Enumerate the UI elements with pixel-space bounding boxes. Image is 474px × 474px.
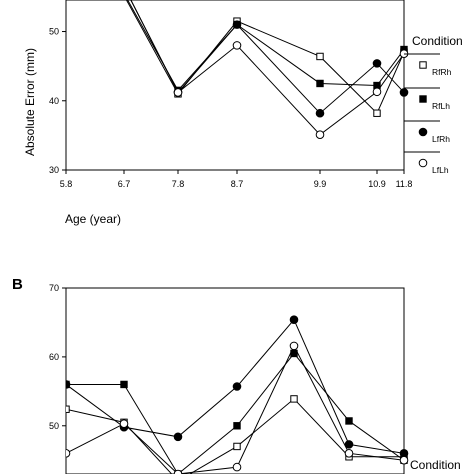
y-tick-label: 70 <box>49 283 59 293</box>
panel-a-x-axis-title: Age (year) <box>65 212 121 226</box>
series-line-RfRh <box>66 398 404 474</box>
data-point-LfLh <box>119 419 129 429</box>
panel-b-plot: 50 60 70 <box>49 283 409 474</box>
legend-label-LfLh: LfLh <box>432 165 449 175</box>
x-tick-label: 9.9 <box>314 179 327 189</box>
data-point-LfLh <box>232 462 242 472</box>
y-tick-label: 40 <box>49 96 59 106</box>
legend-label-LfRh: LfRh <box>432 134 450 144</box>
data-point-RfRh <box>233 442 241 451</box>
data-point-LfLh <box>344 449 354 458</box>
data-point-LfLh <box>315 130 325 139</box>
series-line-RfLh <box>66 352 405 474</box>
data-point-LfRh <box>344 440 354 449</box>
data-point-LfLh <box>372 87 382 97</box>
data-point-LfLh <box>66 449 71 458</box>
data-point-RfLh <box>316 79 324 88</box>
data-point-LfRh <box>315 108 325 118</box>
data-point-RfLh <box>345 417 353 425</box>
legend-marker-RfRh <box>419 61 427 69</box>
y-tick-label: 60 <box>49 352 59 362</box>
x-tick-label: 7.8 <box>172 179 185 189</box>
data-point-RfRh <box>290 395 298 403</box>
data-point-RfLh <box>120 380 128 389</box>
series-group <box>125 0 409 139</box>
data-point-LfLh <box>399 455 409 465</box>
panel-b-label: B <box>12 276 23 293</box>
x-tick-label: 11.8 <box>396 179 413 189</box>
series-line-LfLh <box>130 0 405 136</box>
panel-a-y-axis-title: Absolute Error (mm) <box>23 48 37 156</box>
data-point-RfLh <box>233 422 241 430</box>
panel-a-legend-title: Condition <box>412 34 463 48</box>
data-point-LfRh <box>66 380 71 389</box>
x-tick-label: 5.8 <box>60 179 73 189</box>
panel-a-legend: RfRh RfLh LfRh LfLh <box>404 53 452 175</box>
y-tick-label: 50 <box>49 27 59 37</box>
y-tick-label: 30 <box>49 165 59 175</box>
series-line-LfLh <box>66 344 405 474</box>
data-point-LfLh <box>232 41 242 50</box>
legend-label-RfRh: RfRh <box>432 67 452 77</box>
legend-marker-RfLh <box>419 95 427 103</box>
panel-a-plot: 30 40 50 5.8 6.7 7.8 8.7 9.9 10.9 11.8 <box>49 0 412 189</box>
panel-b-legend-title: Condition <box>410 458 461 472</box>
series-line-LfRh <box>130 0 405 114</box>
data-point-LfRh <box>289 315 299 324</box>
data-point-RfRh <box>66 405 70 413</box>
data-point-LfRh <box>399 88 409 97</box>
panel-a: 30 40 50 5.8 6.7 7.8 8.7 9.9 10.9 11.8 Absolute E… <box>23 0 463 226</box>
data-point-LfRh <box>232 20 242 29</box>
legend-label-RfLh: RfLh <box>432 101 450 111</box>
legend-marker-LfRh <box>418 127 428 137</box>
data-point-LfLh <box>289 341 299 351</box>
legend-marker-LfLh <box>418 158 428 168</box>
y-tick-label: 50 <box>49 421 59 431</box>
plot-frame <box>65 0 405 171</box>
series-group <box>66 315 409 474</box>
data-point-RfRh <box>316 52 324 61</box>
data-point-LfLh <box>173 469 183 474</box>
panel-b: B 50 60 70 Condition <box>12 276 461 474</box>
x-tick-label: 6.7 <box>118 179 131 189</box>
x-tick-label: 8.7 <box>231 179 244 189</box>
data-point-RfRh <box>373 109 381 117</box>
data-point-LfRh <box>173 432 183 442</box>
data-point-LfLh <box>173 88 183 97</box>
data-point-LfRh <box>232 382 242 391</box>
x-tick-label: 10.9 <box>368 179 386 189</box>
series-line-RfRh <box>125 0 405 115</box>
data-point-LfRh <box>372 59 382 68</box>
